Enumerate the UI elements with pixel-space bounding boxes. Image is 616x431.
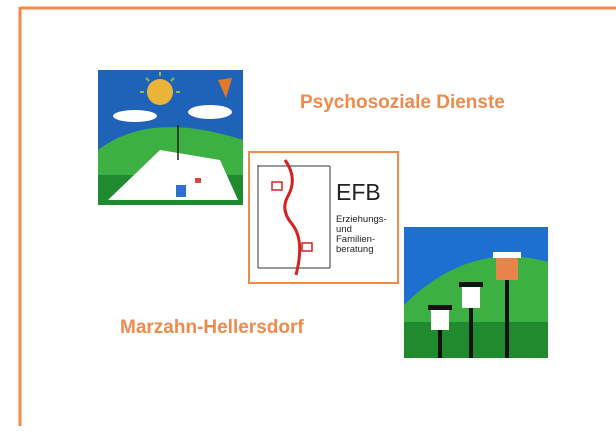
logo-line: beratung (336, 244, 374, 255)
picture-lamps (404, 227, 548, 358)
title: Psychosoziale Dienste (300, 92, 505, 113)
page: EFB Erziehungs- und Familien- beratung P… (0, 0, 616, 426)
logo-abbr: EFB (336, 179, 381, 205)
logo-card: EFB Erziehungs- und Familien- beratung P… (0, 0, 616, 426)
subtitle: Marzahn-Hellersdorf (120, 317, 304, 338)
efb-logo: EFB Erziehungs- und Familien- beratung (249, 152, 398, 283)
picture-hill-sun (98, 70, 243, 205)
